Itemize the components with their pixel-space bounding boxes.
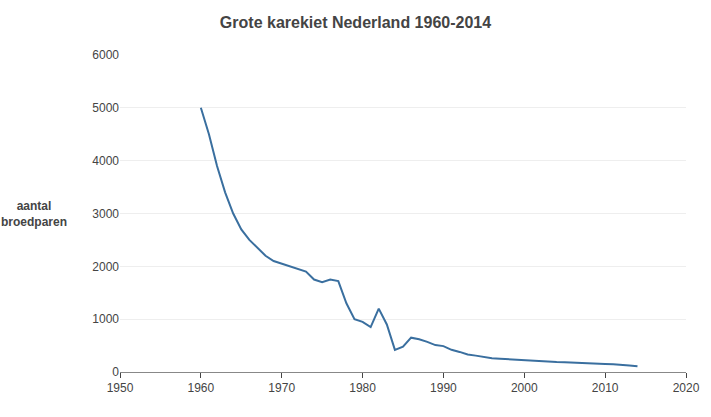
svg-text:2020: 2020 [673, 381, 700, 395]
svg-text:0: 0 [112, 365, 119, 379]
svg-text:1990: 1990 [430, 381, 457, 395]
svg-text:1950: 1950 [107, 381, 134, 395]
svg-text:6000: 6000 [92, 48, 119, 62]
svg-text:2000: 2000 [92, 260, 119, 274]
svg-text:1970: 1970 [268, 381, 295, 395]
svg-text:4000: 4000 [92, 154, 119, 168]
svg-text:aantalbroedparen: aantalbroedparen [1, 199, 67, 229]
svg-text:1960: 1960 [188, 381, 215, 395]
svg-text:1980: 1980 [349, 381, 376, 395]
svg-text:3000: 3000 [92, 207, 119, 221]
svg-text:2010: 2010 [592, 381, 619, 395]
svg-text:Grote karekiet Nederland 1960-: Grote karekiet Nederland 1960-2014 [220, 14, 491, 31]
svg-text:5000: 5000 [92, 101, 119, 115]
svg-text:2000: 2000 [511, 381, 538, 395]
svg-text:1000: 1000 [92, 312, 119, 326]
